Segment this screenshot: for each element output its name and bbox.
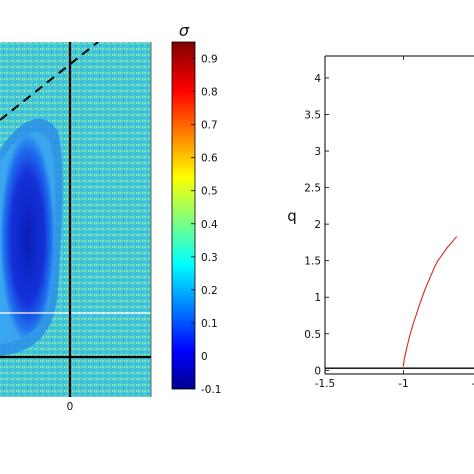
colorbar-tick-label: 0.1 bbox=[201, 318, 218, 330]
y-tick-label: 3.5 bbox=[304, 109, 321, 121]
colorbar: σ 0.9 0.8 0.7 0.6 0.5 0.4 0.3 0.2 0.1 0 -0.1 bbox=[171, 21, 222, 396]
dashed-boundary-line bbox=[0, 42, 99, 121]
series-line-0 bbox=[402, 236, 458, 367]
heatmap-panel bbox=[0, 42, 151, 397]
y-tick-label: 4 bbox=[314, 73, 321, 85]
y-tick-label: 1.5 bbox=[304, 256, 321, 268]
colorbar-tick-label: -0.1 bbox=[201, 384, 222, 396]
y-tick-label: 3 bbox=[314, 146, 321, 158]
colorbar-tick-label: 0.8 bbox=[201, 87, 218, 99]
colorbar-tick-label: 0.4 bbox=[201, 219, 218, 231]
x-tick-label: -1 bbox=[398, 378, 408, 390]
colorbar-tick-label: 0.2 bbox=[201, 285, 218, 297]
colorbar-tick-label: 0.3 bbox=[201, 252, 218, 264]
y-tick-label: 0.5 bbox=[304, 329, 321, 341]
colorbar-tick-label: 0.7 bbox=[201, 120, 218, 132]
colorbar-gradient bbox=[171, 41, 196, 390]
line-plot-panel: q 0 0.5 1 1.5 2 2.5 3 3.5 4 -1.5 -1 -0.5 bbox=[287, 55, 474, 390]
low-sigma-region bbox=[0, 132, 56, 344]
series-layer bbox=[325, 236, 474, 369]
colorbar-tick-label: 0.6 bbox=[201, 153, 218, 165]
heatmap-x-tick-label: 0 bbox=[67, 401, 74, 413]
x-tick-label: -0.5 bbox=[472, 378, 474, 390]
y-axis-ticks: 0 0.5 1 1.5 2 2.5 3 3.5 4 bbox=[304, 73, 329, 377]
colorbar-tick-label: 0.9 bbox=[201, 54, 218, 66]
y-tick-label: 1 bbox=[314, 292, 321, 304]
colorbar-ticks: 0.9 0.8 0.7 0.6 0.5 0.4 0.3 0.2 0.1 0 -0.1 bbox=[191, 54, 222, 396]
x-tick-label: -1.5 bbox=[315, 378, 336, 390]
y-tick-label: 2 bbox=[314, 219, 321, 231]
y-tick-label: 2.5 bbox=[304, 183, 321, 195]
y-tick-label: 0 bbox=[314, 365, 321, 377]
colorbar-tick-label: 0 bbox=[201, 351, 208, 363]
colorbar-tick-label: 0.5 bbox=[201, 186, 218, 198]
y-axis-label: q bbox=[287, 207, 297, 225]
colorbar-label: σ bbox=[179, 21, 190, 40]
x-axis-ticks: -1.5 -1 -0.5 bbox=[315, 56, 474, 390]
